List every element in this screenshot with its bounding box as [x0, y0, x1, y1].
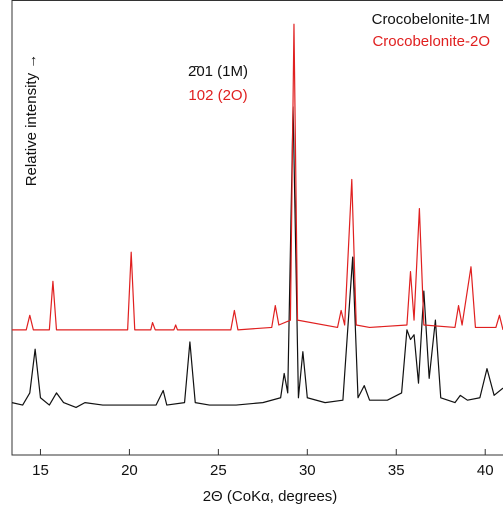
x-tick-label: 40	[477, 462, 494, 479]
x-tick-label: 30	[299, 462, 316, 479]
x-tick-label: 35	[388, 462, 405, 479]
plot-frame	[11, 0, 503, 456]
x-tick-label: 25	[210, 462, 227, 479]
legend-entry: Crocobelonite-2O	[372, 33, 490, 50]
series-line	[12, 23, 503, 331]
legend-entry: Crocobelonite-1M	[372, 11, 490, 28]
annotation: 2̄01 (1M)	[188, 63, 248, 80]
series-line	[11, 106, 503, 409]
y-axis-label: Relative intensity →	[23, 54, 40, 187]
x-axis-label: 2Θ (CoKα, degrees)	[203, 488, 338, 505]
x-tick-label: 20	[121, 462, 138, 479]
annotation: 102 (2O)	[188, 87, 247, 104]
x-tick-label: 15	[32, 462, 49, 479]
